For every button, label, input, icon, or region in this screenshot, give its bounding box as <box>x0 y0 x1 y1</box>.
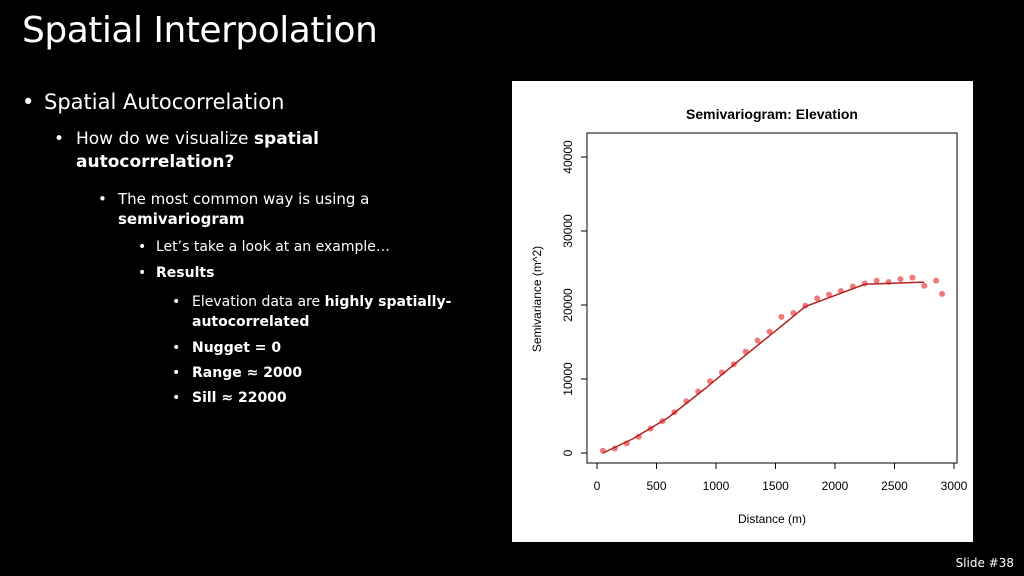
bullet-text-bold: semivariogram <box>118 210 245 228</box>
bullet-text: Let’s take a look at an example… <box>156 239 390 255</box>
bullet-level1: • Spatial Autocorrelation <box>22 90 284 114</box>
data-point <box>909 274 916 281</box>
bullet-text-bold: highly spatially-autocorrelated <box>192 294 452 330</box>
bullet-dot-icon: • <box>138 239 147 255</box>
bullet-dot-icon: • <box>138 265 147 281</box>
bullet-dot-icon: • <box>54 129 65 149</box>
plot-frame <box>586 132 958 464</box>
data-point <box>873 277 880 284</box>
bullet-level2: • How do we visualize spatial autocorrel… <box>54 128 354 174</box>
y-tick-label: 10000 <box>561 362 575 396</box>
bullet-text-plain: How do we visualize <box>76 129 254 149</box>
x-axis-label: Distance (m) <box>738 512 806 526</box>
bullet-text-plain: Elevation data are <box>192 294 325 310</box>
bullet-level5: • Sill ≈ 22000 <box>172 388 287 408</box>
bullet-level4: • Results <box>138 265 214 281</box>
data-point <box>814 295 821 302</box>
x-axis: 0 500 1000 1500 2000 2500 3000 <box>594 462 968 493</box>
bullet-dot-icon: • <box>172 390 181 406</box>
chart-title: Semivariogram: Elevation <box>686 106 858 122</box>
data-point <box>939 290 946 297</box>
data-point <box>897 276 904 283</box>
bullet-level5: • Range ≈ 2000 <box>172 363 302 383</box>
x-tick-label: 1500 <box>762 479 789 493</box>
y-tick-label: 20000 <box>561 288 575 322</box>
y-tick-label: 0 <box>561 449 575 456</box>
data-point <box>921 282 928 289</box>
chart-svg: Semivariogram: Elevation Distance (m) Se… <box>530 106 968 526</box>
data-point <box>933 277 940 284</box>
bullet-text: Sill ≈ 22000 <box>192 390 287 406</box>
bullet-dot-icon: • <box>98 190 107 208</box>
bullet-text: Spatial Autocorrelation <box>44 90 285 114</box>
fit-line-group <box>602 281 925 454</box>
bullet-text: The most common way is using a semivario… <box>118 189 388 229</box>
slide-number: Slide #38 <box>955 556 1014 570</box>
bullet-dot-icon: • <box>172 294 181 310</box>
data-point <box>754 337 761 344</box>
x-tick-label: 0 <box>594 479 601 493</box>
bullet-dot-icon: • <box>22 90 35 114</box>
semivariogram-chart: Semivariogram: Elevation Distance (m) Se… <box>512 81 973 542</box>
slide-title: Spatial Interpolation <box>22 10 378 51</box>
bullet-text: Results <box>156 265 215 281</box>
y-axis-label: Semivariance (m^2) <box>530 246 544 352</box>
data-point <box>826 291 833 298</box>
x-tick-label: 2500 <box>881 479 908 493</box>
bullet-level5: • Elevation data are highly spatially-au… <box>172 292 472 332</box>
data-point <box>766 328 773 335</box>
x-tick-label: 500 <box>646 479 666 493</box>
fit-line <box>602 281 925 454</box>
bullet-text-bold: spatial autocorrelation? <box>76 129 319 172</box>
bullet-text: Nugget = 0 <box>192 340 282 356</box>
x-tick-label: 1000 <box>703 479 730 493</box>
bullet-level4: • Let’s take a look at an example… <box>138 239 390 255</box>
bullet-text-plain: The most common way is using a <box>118 190 370 208</box>
bullet-text: Range ≈ 2000 <box>192 365 303 381</box>
bullet-text: How do we visualize spatial autocorrelat… <box>76 128 354 174</box>
y-tick-label: 40000 <box>561 140 575 174</box>
bullet-dot-icon: • <box>172 340 181 356</box>
bullet-level3: • The most common way is using a semivar… <box>98 189 388 229</box>
bullet-level5: • Nugget = 0 <box>172 338 281 358</box>
y-tick-label: 30000 <box>561 214 575 248</box>
data-point <box>778 313 785 320</box>
y-axis: 0 10000 20000 30000 40000 <box>561 140 588 456</box>
bullet-dot-icon: • <box>172 365 181 381</box>
x-tick-label: 2000 <box>822 479 849 493</box>
bullet-text: Elevation data are highly spatially-auto… <box>192 292 472 332</box>
x-tick-label: 3000 <box>941 479 968 493</box>
